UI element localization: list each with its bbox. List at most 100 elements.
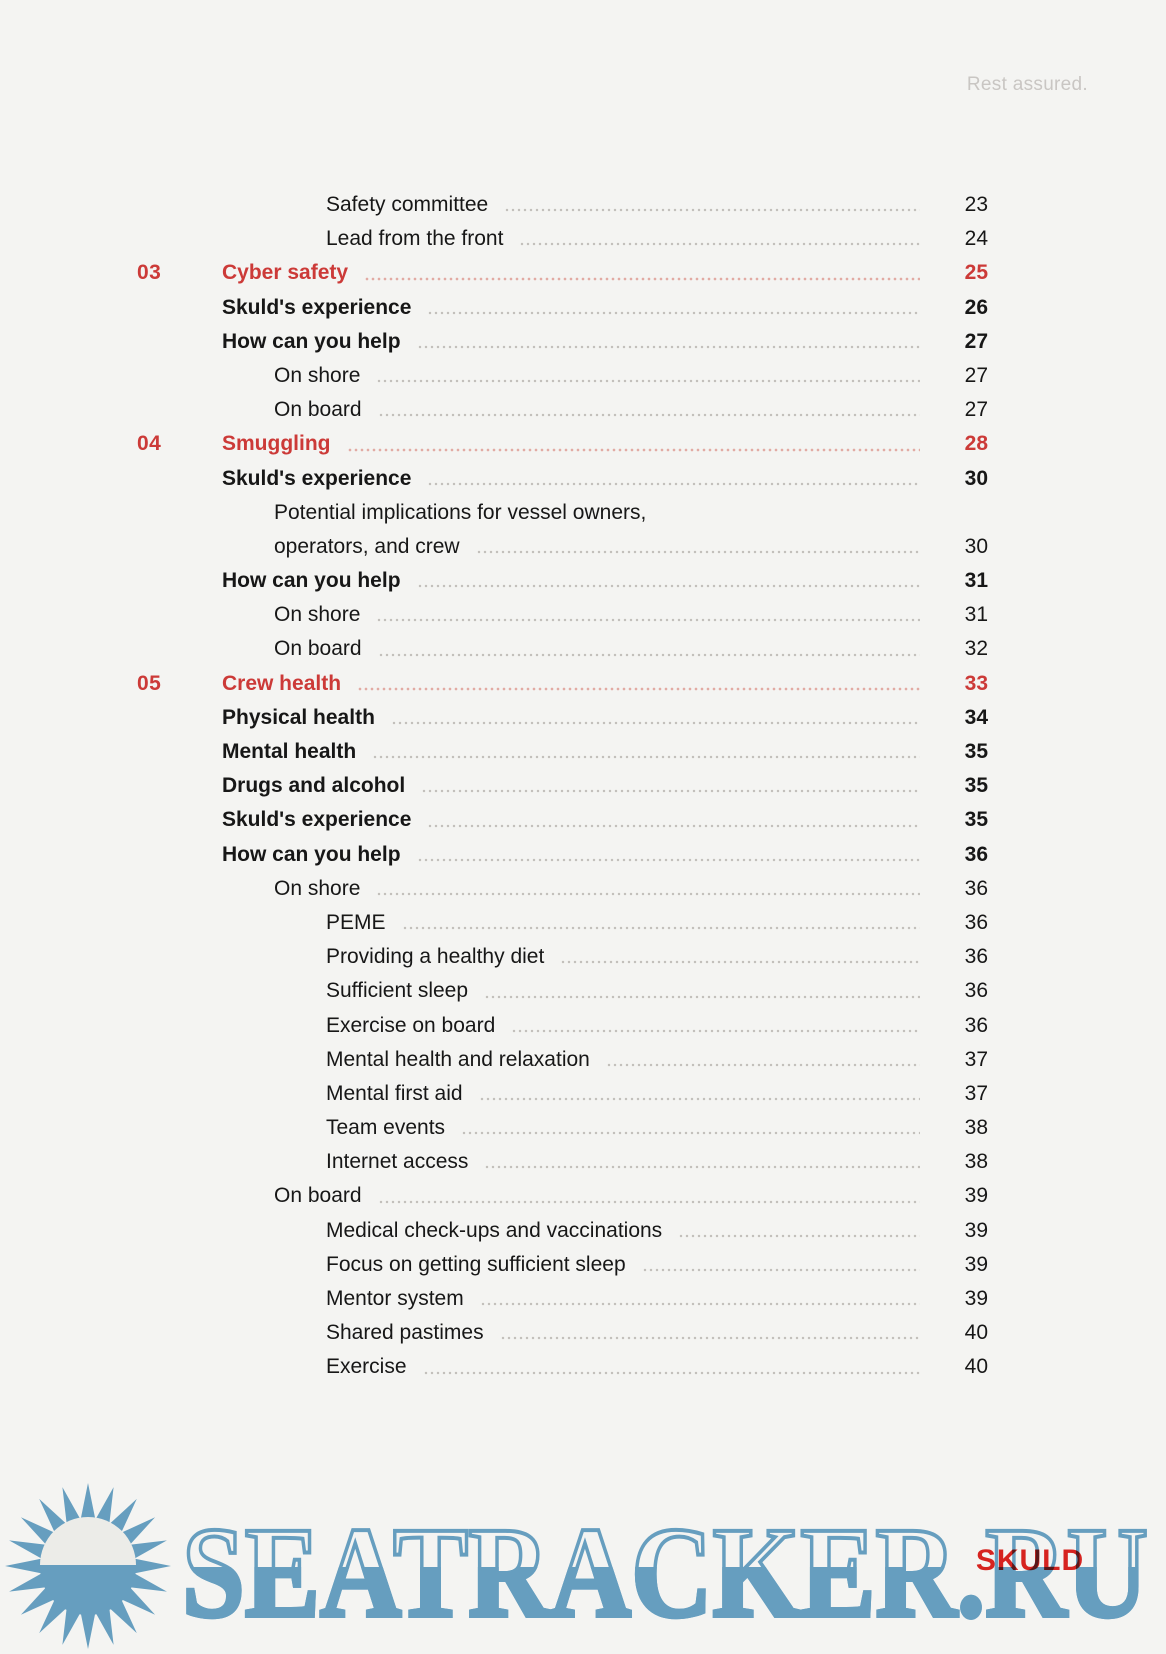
toc-entry-label: Internet access — [326, 1150, 469, 1174]
toc-page-number: 36 — [964, 910, 988, 934]
toc-row: Drugs and alcohol 35 — [137, 769, 988, 803]
toc-page-number: 27 — [964, 363, 988, 387]
toc-page-number: 28 — [964, 432, 988, 456]
toc-leader-dots — [364, 276, 920, 281]
toc-leader-dots — [377, 1199, 920, 1204]
page-tagline: Rest assured. — [966, 74, 1088, 95]
toc-entry-label: How can you help — [222, 842, 401, 866]
toc-row: On shore 27 — [137, 359, 988, 393]
toc-row: Skuld's experience 35 — [137, 803, 988, 837]
toc-row: On shore 36 — [137, 872, 988, 906]
toc-row: Mental health 35 — [137, 735, 988, 769]
toc-entry-label: On shore — [274, 363, 361, 387]
toc-page-number: 39 — [964, 1252, 988, 1276]
toc-page-number: 31 — [964, 603, 988, 627]
toc-page-number: 38 — [964, 1150, 988, 1174]
toc-entry-label: Cyber safety — [222, 261, 349, 285]
toc-page-number: 39 — [964, 1218, 988, 1242]
toc-entry-label: Exercise — [326, 1355, 407, 1379]
toc-leader-dots — [376, 891, 920, 896]
toc-row: Skuld's experience 26 — [137, 291, 988, 325]
toc-row: Sufficient sleep 36 — [137, 974, 988, 1008]
toc-page-number: 34 — [964, 705, 988, 729]
toc-row: operators, and crew 30 — [137, 530, 988, 564]
toc-entry-label: Crew health — [222, 671, 342, 695]
toc-page-number: 33 — [964, 671, 988, 695]
toc-entry-label: On board — [274, 637, 362, 661]
toc-page-number: 27 — [964, 398, 988, 422]
toc-row: Lead from the front 24 — [137, 222, 988, 256]
toc-page-number: 25 — [964, 261, 988, 285]
toc-row: How can you help 27 — [137, 325, 988, 359]
toc-entry-label: Mental first aid — [326, 1081, 463, 1105]
toc-entry-label: On board — [274, 398, 362, 422]
toc-page-number: 37 — [964, 1047, 988, 1071]
toc-row: Mental health and relaxation 37 — [137, 1043, 988, 1077]
toc-leader-dots — [511, 1028, 920, 1033]
toc-page-number: 38 — [964, 1116, 988, 1140]
toc-entry-label: Smuggling — [222, 432, 331, 456]
toc-leader-dots — [519, 242, 920, 247]
toc-entry-label: Mental health and relaxation — [326, 1047, 590, 1071]
toc-row: Medical check-ups and vaccinations 39 — [137, 1214, 988, 1248]
toc-leader-dots — [605, 1062, 920, 1067]
toc-row: 03 Cyber safety 25 — [137, 256, 988, 290]
toc-page-number: 36 — [964, 945, 988, 969]
toc-row: 05 Crew health 33 — [137, 667, 988, 701]
toc-page-number: 36 — [964, 842, 988, 866]
toc-row: Mentor system 39 — [137, 1282, 988, 1316]
toc-leader-dots — [427, 310, 920, 315]
toc-leader-dots — [401, 926, 920, 931]
toc-entry-label: On board — [274, 1184, 362, 1208]
toc-entry-label: Mentor system — [326, 1287, 464, 1310]
toc-row: Physical health 34 — [137, 701, 988, 735]
toc-row: Exercise 40 — [137, 1350, 988, 1384]
toc-entry-label: Medical check-ups and vaccinations — [326, 1218, 663, 1242]
sun-icon — [5, 1483, 171, 1649]
toc-leader-dots — [641, 1268, 920, 1272]
toc-entry-label: On shore — [274, 603, 361, 627]
toc-leader-dots — [504, 208, 920, 213]
toc-page-number: 35 — [964, 808, 988, 832]
toc-row: How can you help 36 — [137, 838, 988, 872]
toc-page-number: 40 — [964, 1321, 988, 1345]
toc-entry-label: Exercise on board — [326, 1013, 496, 1037]
toc-entry-label: Focus on getting sufficient sleep — [326, 1252, 626, 1276]
toc-leader-dots — [421, 789, 920, 794]
toc-leader-dots — [376, 618, 920, 623]
toc-entry-label: On shore — [274, 876, 361, 900]
toc-entry-label: Shared pastimes — [326, 1321, 484, 1345]
watermark: SEATRACKER.RU SEATRACKER.RU — [5, 1483, 1150, 1649]
toc-leader-dots — [372, 755, 920, 760]
toc-leader-dots — [475, 550, 920, 555]
toc-leader-dots — [678, 1233, 920, 1238]
toc-page-number: 39 — [964, 1287, 988, 1310]
toc-page-number: 24 — [964, 227, 988, 251]
toc-leader-dots — [416, 584, 920, 589]
toc-leader-dots — [357, 686, 920, 691]
toc-leader-dots — [484, 994, 920, 999]
toc-entry-label: Drugs and alcohol — [222, 774, 406, 798]
skuld-logo: SKULD — [975, 1544, 1085, 1577]
toc-row: Safety committee 23 — [137, 188, 988, 222]
toc-leader-dots — [427, 481, 920, 486]
toc-leader-dots — [377, 652, 920, 657]
toc-leader-dots — [390, 721, 920, 725]
watermark-text-outline: SEATRACKER.RU — [182, 1501, 1148, 1645]
toc-page-number: 35 — [964, 740, 988, 763]
toc-entry-label: PEME — [326, 910, 386, 934]
toc-row: How can you help 31 — [137, 564, 988, 598]
toc-page-number: 26 — [964, 295, 988, 319]
toc-row: On board 39 — [137, 1179, 988, 1213]
toc-row: On shore 31 — [137, 598, 988, 632]
toc-page-number: 37 — [964, 1081, 988, 1105]
toc-leader-dots — [346, 447, 920, 452]
toc-row: Skuld's experience 30 — [137, 462, 988, 496]
toc-leader-dots — [377, 413, 920, 418]
toc-leader-dots — [484, 1165, 920, 1170]
toc-entry-label: Skuld's experience — [222, 808, 412, 832]
toc-entry-label: Mental health — [222, 740, 357, 763]
toc-leader-dots — [416, 857, 920, 862]
toc-leader-dots — [479, 1302, 920, 1307]
toc-leader-dots — [427, 823, 920, 828]
